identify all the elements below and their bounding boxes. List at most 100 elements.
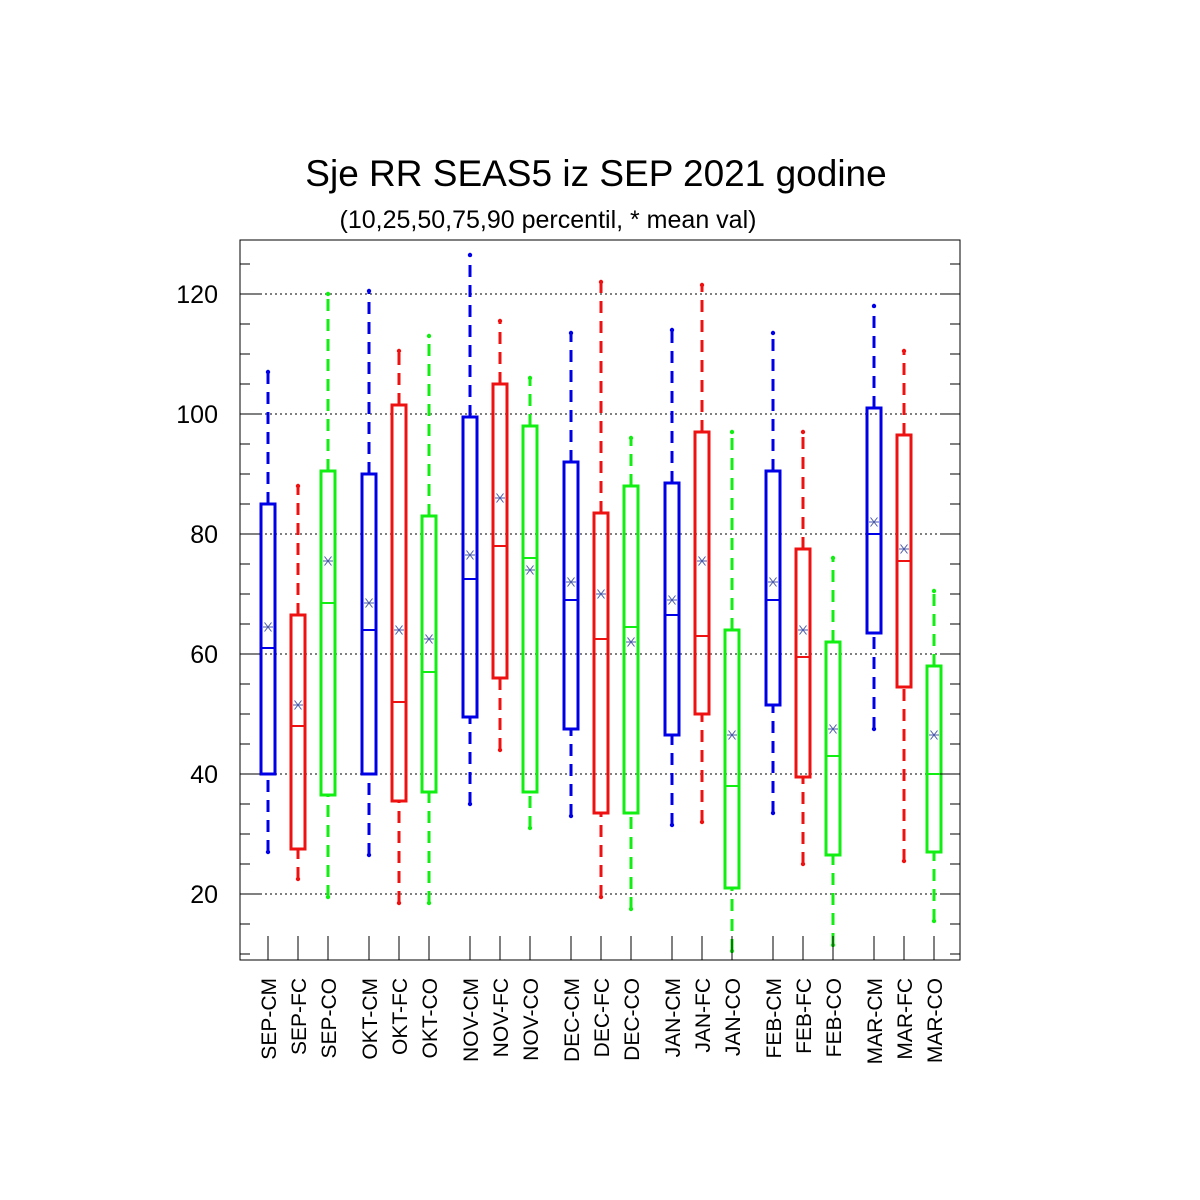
x-tick-label: JAN-FC xyxy=(692,978,715,1053)
whisker-end-p90 xyxy=(497,318,503,324)
whisker-end-p10 xyxy=(901,858,907,864)
x-tick-label: JAN-CO xyxy=(722,978,745,1056)
whisker-end-p90 xyxy=(366,288,372,294)
mean-marker xyxy=(768,577,778,587)
whisker-end-p10 xyxy=(871,726,877,732)
x-tick-label: DEC-FC xyxy=(591,978,614,1057)
x-tick-label: FEB-FC xyxy=(793,978,816,1054)
whisker-end-p10 xyxy=(931,918,937,924)
box-dec-co xyxy=(622,435,640,912)
box-nov-co xyxy=(521,375,539,831)
box-nov-fc xyxy=(491,318,509,753)
box-jan-cm xyxy=(663,327,681,828)
whisker-end-p10 xyxy=(598,894,604,900)
box-jan-fc xyxy=(693,282,711,825)
mean-marker xyxy=(525,565,535,575)
box-series xyxy=(259,252,943,954)
box-okt-co xyxy=(420,333,438,906)
box-mar-fc xyxy=(895,348,913,864)
whisker-end-p10 xyxy=(800,861,806,867)
mean-marker xyxy=(667,595,677,605)
x-tick-label: NOV-CM xyxy=(460,978,483,1062)
x-tick-label: FEB-CO xyxy=(823,978,846,1057)
mean-marker xyxy=(828,724,838,734)
y-tick-label: 120 xyxy=(176,281,218,309)
box-feb-fc xyxy=(794,429,812,867)
whisker-end-p10 xyxy=(628,906,634,912)
box-dec-cm xyxy=(562,330,580,819)
box-sep-cm xyxy=(259,369,277,855)
box-iqr xyxy=(491,382,509,680)
mean-marker xyxy=(364,598,374,608)
whisker-end-p90 xyxy=(931,588,937,594)
whisker-end-p90 xyxy=(396,348,402,354)
whisker-end-p10 xyxy=(366,852,372,858)
mean-marker xyxy=(566,577,576,587)
whisker-end-p90 xyxy=(527,375,533,381)
box-dec-fc xyxy=(592,279,610,900)
box-iqr xyxy=(824,640,842,857)
x-tick-label: FEB-CM xyxy=(763,978,786,1059)
box-iqr xyxy=(420,514,438,794)
mean-marker xyxy=(394,625,404,635)
x-tick-label: NOV-CO xyxy=(520,978,543,1061)
whisker-end-p90 xyxy=(669,327,675,333)
whisker-end-p90 xyxy=(568,330,574,336)
whisker-end-p10 xyxy=(295,876,301,882)
whisker-end-p90 xyxy=(325,291,331,297)
y-tick-label: 60 xyxy=(190,641,218,669)
mean-marker xyxy=(929,730,939,740)
whisker-end-p90 xyxy=(901,348,907,354)
box-iqr xyxy=(562,460,580,731)
y-tick-label: 40 xyxy=(190,761,218,789)
mean-marker xyxy=(263,622,273,632)
whisker-end-p10 xyxy=(669,822,675,828)
axes: 20 40 60 80 100 120 SEP-CM SEP-FC SEP-CO OKT-CM OK… xyxy=(176,263,960,1064)
box-iqr xyxy=(259,502,277,776)
box-iqr xyxy=(360,472,378,776)
whisker-end-p10 xyxy=(426,900,432,906)
whisker-end-p10 xyxy=(699,819,705,825)
chart-title: Sje RR SEAS5 iz SEP 2021 godine xyxy=(305,153,886,194)
whisker-end-p10 xyxy=(325,894,331,900)
box-iqr xyxy=(592,511,610,815)
box-mar-cm xyxy=(865,303,883,732)
whisker-end-p90 xyxy=(426,333,432,339)
y-tick-label: 100 xyxy=(176,401,218,429)
mean-marker xyxy=(465,550,475,560)
mean-marker xyxy=(869,517,879,527)
mean-marker xyxy=(626,637,636,647)
box-iqr xyxy=(723,628,741,890)
box-okt-fc xyxy=(390,348,408,906)
x-tick-label: MAR-CO xyxy=(924,978,947,1063)
whisker-end-p10 xyxy=(568,813,574,819)
x-tick-label: JAN-CM xyxy=(662,978,685,1057)
x-tick-label: NOV-FC xyxy=(490,978,513,1057)
whisker-end-p90 xyxy=(598,279,604,285)
box-iqr xyxy=(289,613,307,851)
box-iqr xyxy=(693,430,711,716)
box-sep-fc xyxy=(289,483,307,882)
box-iqr xyxy=(794,547,812,779)
x-tick-label: DEC-CM xyxy=(561,978,584,1062)
x-tick-label: SEP-CM xyxy=(258,978,281,1060)
x-tick-label: SEP-FC xyxy=(288,978,311,1055)
whisker-end-p90 xyxy=(871,303,877,309)
mean-marker xyxy=(697,556,707,566)
x-tick-label: MAR-CM xyxy=(864,978,887,1064)
box-mar-co xyxy=(925,588,943,924)
box-iqr xyxy=(390,403,408,803)
box-iqr xyxy=(521,424,539,794)
box-iqr xyxy=(925,664,943,854)
whisker-end-p90 xyxy=(467,252,473,258)
box-iqr xyxy=(622,484,640,815)
mean-marker xyxy=(293,700,303,710)
plot-frame xyxy=(239,239,961,961)
mean-marker xyxy=(424,634,434,644)
y-tick-label: 80 xyxy=(190,521,218,549)
whisker-end-p10 xyxy=(265,849,271,855)
box-iqr xyxy=(663,481,681,737)
mean-marker xyxy=(495,493,505,503)
whisker-end-p90 xyxy=(699,282,705,288)
